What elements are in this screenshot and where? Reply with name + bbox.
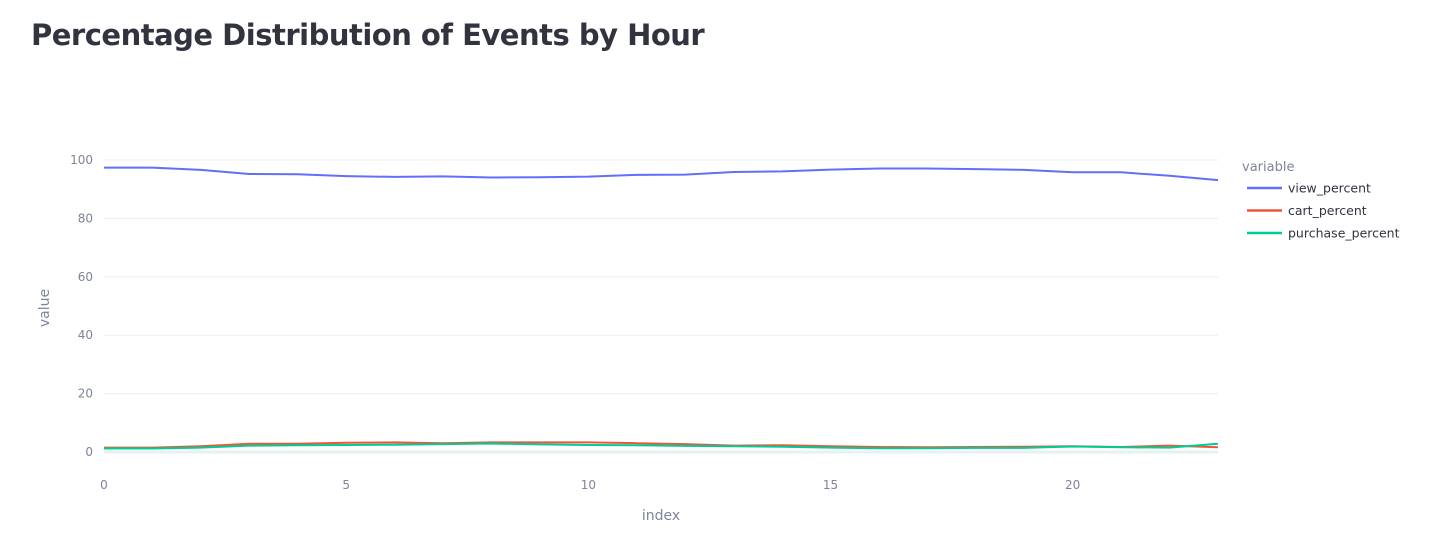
series-line-cart-percent <box>104 441 1219 449</box>
y-axis-ticks: 0 20 40 60 80 100 <box>70 153 93 459</box>
y-tick-label: 40 <box>78 328 93 342</box>
page-title: Percentage Distribution of Events by Hou… <box>31 18 705 52</box>
legend-item-view-percent[interactable]: view_percent <box>1247 181 1371 196</box>
x-tick-label: 20 <box>1065 478 1080 492</box>
legend-title: variable <box>1242 160 1294 175</box>
x-axis-title: index <box>642 508 680 524</box>
y-tick-label: 100 <box>70 153 93 167</box>
x-axis-ticks: 0 5 10 15 20 <box>100 478 1080 492</box>
series-line-view-percent <box>104 166 1219 182</box>
x-tick-label: 15 <box>823 478 838 492</box>
x-tick-label: 5 <box>342 478 350 492</box>
series-lines <box>104 166 1219 450</box>
x-tick-label: 10 <box>581 478 596 492</box>
y-tick-label: 80 <box>78 211 93 225</box>
y-tick-label: 20 <box>78 387 93 401</box>
legend-item-purchase-percent[interactable]: purchase_percent <box>1247 226 1400 241</box>
gridlines <box>104 159 1218 454</box>
legend-label: cart_percent <box>1288 203 1367 218</box>
y-axis-title: value <box>37 289 53 327</box>
y-tick-label: 0 <box>85 445 93 459</box>
x-tick-label: 0 <box>100 478 108 492</box>
legend: variable view_percent cart_percentpurchas… <box>1242 160 1400 241</box>
legend-label: purchase_percent <box>1288 226 1400 241</box>
legend-item-cart-percent[interactable]: cart_percent <box>1247 203 1367 218</box>
legend-label: view_percent <box>1288 181 1371 196</box>
series-line-purchase-percent <box>104 442 1219 450</box>
y-tick-label: 60 <box>78 270 93 284</box>
